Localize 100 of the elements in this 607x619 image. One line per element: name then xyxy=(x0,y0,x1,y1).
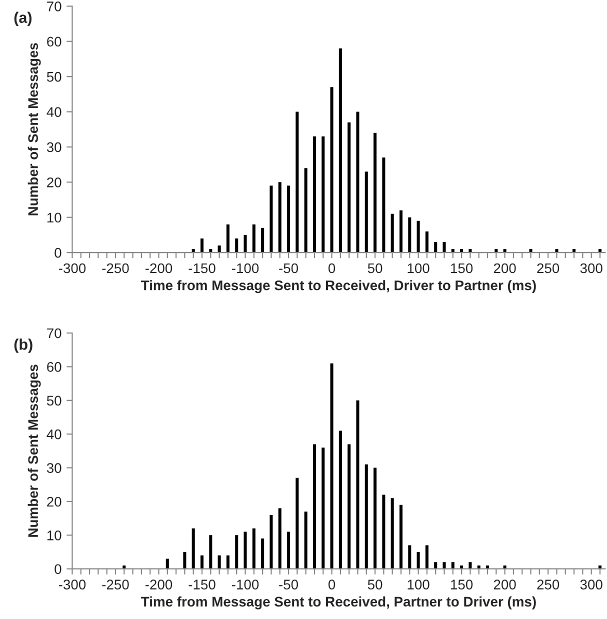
bar xyxy=(390,214,394,253)
x-tick-label: -100 xyxy=(232,580,259,590)
y-tick-label: 60 xyxy=(47,36,62,47)
x-tick-label: 300 xyxy=(580,580,602,590)
x-tick-label: 200 xyxy=(494,263,516,274)
bar xyxy=(330,87,334,253)
bar xyxy=(382,158,386,253)
y-tick-label: 10 xyxy=(47,212,62,223)
x-tick-label: -250 xyxy=(102,263,129,274)
bar xyxy=(312,444,316,569)
bar xyxy=(235,238,238,253)
bar xyxy=(364,172,368,253)
x-tick-label: -50 xyxy=(279,580,298,590)
x-tick-label: 100 xyxy=(408,263,430,274)
bar xyxy=(399,210,403,253)
x-axis-title: Time from Message Sent to Received, Driver to Partner (ms) xyxy=(141,280,536,294)
bar xyxy=(416,552,420,569)
chart-title: (b) xyxy=(14,338,32,353)
y-tick-label: 20 xyxy=(47,496,62,507)
bar xyxy=(296,478,299,569)
x-tick-label: 150 xyxy=(451,263,473,274)
bar xyxy=(252,224,256,253)
bar xyxy=(348,444,351,569)
bar xyxy=(374,132,377,253)
x-tick-label: 50 xyxy=(368,580,382,590)
bar xyxy=(330,363,334,569)
y-tick-label: 40 xyxy=(46,107,62,117)
bar xyxy=(166,558,169,569)
bar xyxy=(338,430,342,569)
bar xyxy=(261,228,264,253)
y-tick-label: 0 xyxy=(54,564,62,574)
bar xyxy=(296,112,299,253)
bar xyxy=(322,136,325,253)
bar xyxy=(364,464,368,569)
bar xyxy=(434,242,438,253)
bar xyxy=(287,186,290,253)
bar xyxy=(270,514,273,569)
bar xyxy=(399,504,403,569)
x-tick-label: 300 xyxy=(580,263,602,274)
x-axis-title: Time from Message Sent to Received, Partner to Driver (ms) xyxy=(141,596,536,610)
bar xyxy=(390,498,394,569)
x-tick-label: 250 xyxy=(537,580,560,590)
y-axis-title: Number of Sent Messages xyxy=(28,364,41,537)
y-tick-label: 20 xyxy=(47,177,62,188)
x-tick-label: 0 xyxy=(328,263,336,274)
bar xyxy=(434,562,438,569)
bar xyxy=(235,535,238,569)
bar xyxy=(468,562,472,569)
y-tick-label: 0 xyxy=(54,248,62,258)
y-tick-label: 70 xyxy=(47,328,62,338)
y-axis-title: Number of Sent Messages xyxy=(28,43,41,216)
bar xyxy=(442,242,446,253)
x-tick-label: -200 xyxy=(145,580,172,590)
x-tick-label: 150 xyxy=(451,580,473,590)
bar xyxy=(356,112,360,253)
x-tick-label: -300 xyxy=(58,580,86,590)
y-tick-label: 50 xyxy=(46,396,62,406)
bar xyxy=(382,494,386,569)
x-tick-label: 0 xyxy=(328,580,336,590)
bar xyxy=(278,182,282,253)
bar xyxy=(416,220,420,253)
bar xyxy=(408,545,412,569)
bar xyxy=(304,512,308,569)
x-tick-label: 100 xyxy=(408,580,430,590)
bar xyxy=(209,535,212,569)
bar xyxy=(244,532,247,569)
bar xyxy=(348,122,351,253)
bar xyxy=(244,234,247,253)
bar xyxy=(270,186,273,253)
bar xyxy=(425,545,428,569)
bar xyxy=(442,562,446,569)
y-tick-label: 70 xyxy=(47,2,62,12)
bar xyxy=(408,217,412,253)
x-tick-label: -250 xyxy=(102,580,129,590)
bar xyxy=(338,48,342,253)
y-tick-label: 60 xyxy=(47,362,62,372)
bar xyxy=(192,528,195,569)
bar xyxy=(183,552,186,569)
bar xyxy=(252,528,256,569)
y-tick-label: 30 xyxy=(46,463,62,473)
bar xyxy=(425,231,428,253)
bar xyxy=(304,168,308,253)
x-tick-label: -150 xyxy=(188,580,216,590)
bar xyxy=(312,136,316,253)
bar xyxy=(218,555,221,569)
bar xyxy=(356,400,360,569)
bar xyxy=(200,555,204,569)
chart-title: (a) xyxy=(14,12,32,26)
y-tick-label: 10 xyxy=(47,530,62,540)
bar xyxy=(287,532,290,569)
bar xyxy=(374,468,377,569)
x-tick-label: -150 xyxy=(188,263,216,274)
x-tick-label: -100 xyxy=(232,263,259,274)
bar xyxy=(451,562,454,569)
bar xyxy=(261,538,264,569)
bar xyxy=(322,448,325,569)
x-tick-label: 50 xyxy=(368,263,382,274)
bar xyxy=(226,555,230,569)
bar xyxy=(200,238,204,253)
y-tick-label: 40 xyxy=(46,429,62,440)
